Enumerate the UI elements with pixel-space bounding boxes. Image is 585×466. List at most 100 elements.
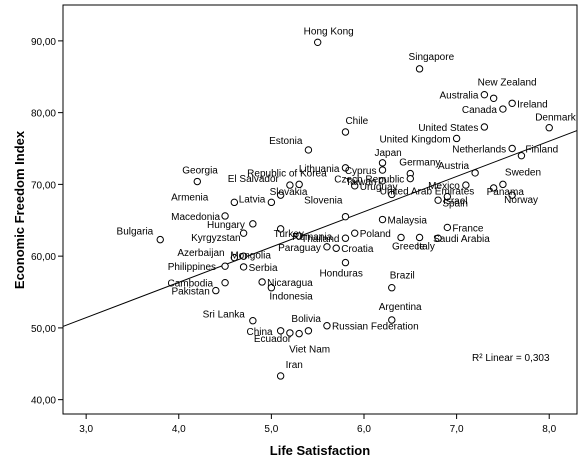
data-label: United Kingdom: [379, 134, 450, 145]
data-label: Serbia: [249, 263, 278, 274]
data-point: [415, 65, 424, 73]
data-point: [323, 322, 331, 330]
data-label: Ecuador: [254, 334, 292, 345]
y-tick-label: 50,00: [31, 324, 56, 335]
data-point: [378, 159, 387, 167]
data-label: Armenia: [171, 192, 209, 203]
data-label: Czech Republic: [334, 175, 404, 186]
fit-line-group: [62, 130, 578, 327]
data-point: [489, 184, 498, 192]
data-label: Indonesia: [269, 292, 313, 303]
data-label: Bolivia: [291, 314, 321, 325]
data-label: Philippines: [168, 262, 216, 273]
data-point: [462, 181, 470, 189]
data-point: [341, 212, 350, 221]
data-point: [388, 316, 396, 324]
data-label: Israel: [443, 196, 467, 207]
data-label: Finland: [525, 145, 558, 156]
data-label: Sweden: [505, 167, 541, 178]
data-label: Spain: [442, 199, 468, 210]
x-tick-label: 8,0: [542, 424, 556, 435]
data-point: [499, 180, 507, 189]
x-tick-label: 3,0: [79, 424, 93, 435]
data-label: Poland: [360, 229, 391, 240]
x-axis: 3,0 4,0 5,0 6,0 7,0 8,0: [79, 414, 557, 435]
data-label: Bulgaria: [117, 227, 154, 238]
data-label: Malaysia: [388, 216, 428, 227]
data-point: [276, 372, 285, 380]
data-points: [156, 38, 553, 380]
y-tick-label: 90,00: [31, 37, 56, 48]
data-point: [388, 284, 396, 292]
data-label: Cyprus: [345, 166, 377, 177]
data-label: Netherlands: [452, 145, 506, 156]
y-axis: 40,00 50,00 60,00 70,00 80,00 90,00: [31, 37, 63, 407]
data-label: Croatia: [341, 244, 374, 255]
data-point: [434, 196, 442, 204]
data-label: Lithuania: [299, 164, 340, 175]
data-point: [508, 191, 516, 199]
data-label: Cambodia: [167, 279, 213, 290]
data-label: Denmark: [535, 113, 577, 124]
data-label: Kyrgyzstan: [191, 233, 240, 244]
data-point: [156, 235, 164, 244]
data-point: [276, 327, 285, 335]
data-label: China: [246, 327, 273, 338]
data-point: [313, 38, 322, 47]
data-point: [239, 252, 248, 260]
data-point: [415, 233, 424, 242]
data-label: Chile: [345, 116, 368, 127]
data-point: [378, 177, 387, 185]
y-tick-label: 60,00: [31, 252, 56, 263]
data-label: Honduras: [319, 269, 362, 280]
data-point: [406, 174, 414, 183]
data-point: [286, 181, 294, 189]
data-point: [341, 164, 350, 172]
data-label: Canada: [462, 105, 497, 116]
data-point: [230, 253, 239, 262]
data-point: [351, 182, 359, 190]
data-point: [276, 225, 285, 233]
data-label: Australia: [439, 91, 478, 102]
data-label: Taiwan: [345, 177, 376, 188]
data-point: [508, 99, 516, 108]
data-label: Argentina: [379, 302, 422, 313]
data-point: [341, 128, 350, 136]
data-point: [286, 329, 294, 337]
r-squared-label: R² Linear = 0,303: [472, 353, 550, 364]
data-point: [323, 243, 331, 251]
data-label: France: [452, 223, 484, 234]
fit-line: [62, 130, 578, 327]
data-point: [193, 177, 201, 186]
data-point: [230, 198, 239, 207]
data-label: Greece: [392, 241, 425, 252]
data-point: [295, 329, 303, 338]
data-label: Japan: [375, 148, 402, 159]
data-point: [304, 146, 313, 154]
data-point: [397, 233, 405, 242]
data-point: [489, 94, 498, 102]
data-label: Estonia: [269, 136, 303, 147]
x-tick-label: 5,0: [264, 424, 278, 435]
data-label: Romania: [292, 232, 332, 243]
data-label: Slovenia: [304, 196, 343, 207]
data-label: Paraguay: [278, 243, 321, 254]
x-tick-label: 4,0: [172, 424, 186, 435]
data-label: Iran: [286, 360, 303, 371]
data-label: Viet Nam: [289, 345, 330, 356]
data-label: Brazil: [390, 271, 415, 282]
data-point: [508, 144, 516, 153]
data-label: Georgia: [182, 166, 218, 177]
data-point: [351, 229, 359, 237]
data-point: [304, 327, 313, 335]
data-point: [221, 262, 229, 270]
data-label: Uruguay: [360, 182, 398, 193]
plot-area: [62, 4, 578, 415]
data-point: [378, 215, 387, 224]
data-label: Latvia: [239, 194, 266, 205]
data-label: Hungary: [207, 220, 245, 231]
data-point: [341, 234, 350, 242]
data-point: [332, 244, 340, 252]
data-label: Norway: [504, 195, 538, 206]
